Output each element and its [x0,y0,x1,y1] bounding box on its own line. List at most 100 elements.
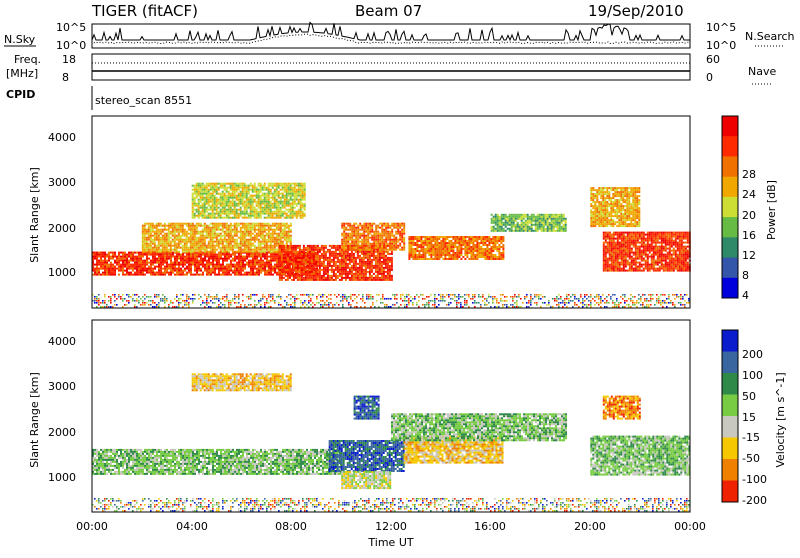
power-cell-r3 [375,259,377,261]
power-cell-r0 [106,274,108,276]
power-cell-r3 [353,259,355,261]
power-cell-r2 [198,209,200,211]
power-cell-r4 [385,237,387,239]
power-cell-r2 [270,211,272,213]
power-cell-r3 [291,271,293,273]
power-cell-r3 [333,255,335,257]
power-cell-r0 [220,270,222,272]
power-cell-r2 [212,201,214,203]
power-cell-r3 [345,263,347,265]
power-cell-r4 [403,225,405,227]
power-cell-r3 [293,279,295,281]
power-cell-r3 [293,257,295,259]
power-cell-r5 [492,246,494,248]
power-cell-r5 [452,242,454,244]
power-cell-r1 [176,251,178,253]
power-cell-r2 [280,183,282,185]
power-cell-r3 [291,255,293,257]
power-cell-r3 [283,277,285,279]
power-cell-r4 [383,225,385,227]
power-cell-r0 [226,256,228,258]
power-cell-r2 [204,203,206,205]
power-cell-r4 [359,241,361,243]
power-cell-r3 [321,269,323,271]
power-cell-r3 [299,249,301,251]
power-cell-r0 [104,270,106,272]
power-cell-r0 [180,264,182,266]
power-cell-r1 [248,233,250,235]
power-cell-r3 [383,269,385,271]
power-cell-r1 [200,231,202,233]
power-cell-r4 [349,233,351,235]
power-cell-r1 [160,233,162,235]
power-cell-r3 [337,247,339,249]
power-cell-r1 [282,223,284,225]
power-cell-r3 [337,261,339,263]
power-cell-r6 [509,216,511,218]
power-cell-r5 [450,236,452,238]
power-cell-r0 [182,262,184,264]
power-cell-r2 [242,201,244,203]
power-cell-r4 [393,243,395,245]
power-cell-r6 [527,222,529,224]
power-cell-r0 [118,264,120,266]
power-cell-r2 [282,189,284,191]
power-cell-r2 [280,211,282,213]
power-cell-r4 [383,243,385,245]
power-cell-r2 [282,211,284,213]
power-cell-r1 [156,247,158,249]
power-cell-r6 [505,230,507,232]
power-cell-r2 [212,187,214,189]
power-cell-r4 [353,225,355,227]
power-cell-r4 [357,241,359,243]
power-cell-r3 [331,245,333,247]
power-cell-r2 [216,201,218,203]
power-cell-r0 [152,272,154,274]
power-cell-r4 [341,247,343,249]
power-cell-r5 [412,256,414,258]
power-cell-r2 [230,211,232,213]
power-cell-r3 [329,253,331,255]
power-cell-r0 [98,274,100,276]
power-cell-r3 [311,261,313,263]
power-cell-r1 [184,229,186,231]
power-cell-r1 [194,247,196,249]
power-cell-r0 [130,266,132,268]
power-cell-r5 [472,256,474,258]
power-cell-r2 [304,213,306,215]
power-cell-r0 [138,254,140,256]
power-cell-r5 [416,248,418,250]
power-cell-r3 [311,279,313,281]
power-cell-r3 [349,269,351,271]
power-cell-r5 [422,246,424,248]
power-cell-r0 [256,268,258,270]
power-cell-r3 [315,279,317,281]
power-cell-r3 [353,277,355,279]
power-cell-r0 [218,260,220,262]
power-cell-r1 [258,245,260,247]
power-cell-r2 [242,187,244,189]
power-cell-r4 [347,237,349,239]
power-cell-r1 [282,225,284,227]
power-cell-r0 [212,264,214,266]
power-cell-r5 [428,242,430,244]
power-cell-r2 [224,185,226,187]
power-cell-r1 [252,223,254,225]
power-cell-r2 [252,215,254,217]
power-cell-r4 [355,227,357,229]
power-cell-r3 [383,259,385,261]
power-cell-r2 [234,193,236,195]
power-cell-r2 [268,217,270,219]
power-cell-r1 [166,251,168,253]
power-cell-r3 [381,267,383,269]
power-cell-r4 [379,235,381,237]
power-cell-r0 [208,258,210,260]
power-cell-r0 [130,272,132,274]
power-cell-r3 [287,247,289,249]
power-cell-r4 [379,227,381,229]
power-cell-r1 [150,237,152,239]
power-cell-r1 [280,243,282,245]
power-cell-r1 [190,247,192,249]
power-cell-r3 [279,273,281,275]
power-cell-r1 [168,249,170,251]
